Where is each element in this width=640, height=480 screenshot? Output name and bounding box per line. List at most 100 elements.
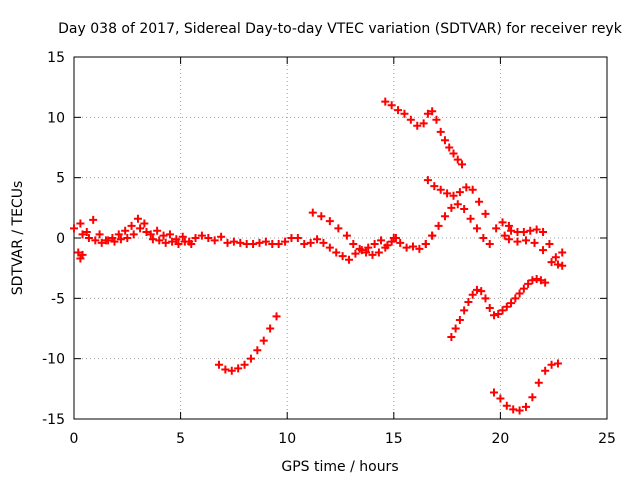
data-point <box>281 237 290 246</box>
x-tick-label: 0 <box>70 431 79 447</box>
data-point <box>178 232 187 241</box>
data-point <box>440 136 449 145</box>
data-point <box>89 215 98 224</box>
data-point <box>381 97 390 106</box>
x-tick-label: 20 <box>491 431 509 447</box>
series-arc-11-13 <box>308 208 400 259</box>
series-arc-neg-17-21 <box>447 275 550 341</box>
data-point <box>133 214 142 223</box>
data-point <box>455 316 464 325</box>
y-tick-label: -15 <box>42 412 65 428</box>
data-point <box>140 219 149 228</box>
data-point <box>402 243 411 252</box>
data-point <box>423 176 432 185</box>
data-point <box>334 224 343 233</box>
data-point <box>449 191 458 200</box>
data-point <box>261 237 270 246</box>
data-point <box>490 311 499 320</box>
data-point <box>451 324 460 333</box>
data-point <box>394 106 403 115</box>
data-point <box>76 219 85 228</box>
data-point <box>187 240 196 249</box>
data-point <box>259 336 268 345</box>
y-axis-label: SDTVAR / TECUs <box>10 181 26 296</box>
data-point <box>349 240 358 249</box>
data-point <box>462 183 471 192</box>
data-point <box>249 240 258 249</box>
data-point <box>453 200 462 209</box>
data-point <box>519 284 528 293</box>
data-point <box>528 276 537 285</box>
series-arc-top-14-18 <box>381 97 467 169</box>
data-point <box>129 230 138 239</box>
data-point <box>464 297 473 306</box>
data-point <box>197 231 206 240</box>
data-point <box>421 240 430 249</box>
data-point <box>447 332 456 341</box>
data-point <box>539 227 548 236</box>
data-point <box>136 224 145 233</box>
data-point <box>74 248 83 257</box>
data-point <box>121 226 130 235</box>
data-point <box>541 278 550 287</box>
data-point <box>180 237 189 246</box>
data-point <box>507 226 516 235</box>
data-point <box>165 230 174 239</box>
data-point <box>481 209 490 218</box>
data-point <box>368 250 377 259</box>
series-left-dip <box>74 248 87 263</box>
data-point <box>481 294 490 303</box>
data-point <box>70 224 78 233</box>
data-point <box>532 275 541 284</box>
x-tick-label: 5 <box>176 431 185 447</box>
data-point <box>453 155 462 164</box>
data-point <box>362 248 371 257</box>
data-point <box>97 238 106 247</box>
data-point <box>432 115 441 124</box>
data-point <box>551 253 560 262</box>
data-point <box>172 235 181 244</box>
y-tick-label: -10 <box>42 352 65 368</box>
data-point <box>123 234 132 242</box>
data-point <box>161 238 170 247</box>
data-point <box>498 306 507 315</box>
data-point <box>521 236 530 245</box>
data-point <box>428 107 437 116</box>
data-point <box>449 149 458 158</box>
y-tick-label: 15 <box>47 50 65 66</box>
data-point <box>82 227 91 236</box>
data-point <box>530 238 539 247</box>
data-point <box>370 240 379 249</box>
data-point <box>436 185 445 194</box>
tick-labels: 0 5 10 15 20 25 -15 -10 -5 0 5 10 15 <box>42 50 616 447</box>
data-point <box>355 244 364 253</box>
chart-title: Day 038 of 2017, Sidereal Day-to-day VTE… <box>58 21 623 37</box>
data-point <box>490 388 499 397</box>
data-point <box>447 203 456 212</box>
data-point <box>492 224 501 233</box>
y-tick-label: 5 <box>56 171 65 187</box>
data-point <box>430 182 439 191</box>
data-point <box>545 240 554 249</box>
data-point <box>127 221 136 230</box>
data-point <box>342 231 351 240</box>
data-point <box>553 260 562 269</box>
x-axis-label: GPS time / hours <box>281 459 398 475</box>
data-point <box>428 231 437 240</box>
data-point <box>458 160 467 169</box>
data-point <box>381 243 390 252</box>
data-point <box>306 238 315 247</box>
data-point <box>443 189 452 198</box>
data-point <box>84 234 93 242</box>
data-point <box>313 235 322 244</box>
data-point <box>436 127 445 136</box>
data-point <box>440 212 449 221</box>
data-point <box>502 302 511 311</box>
data-point <box>214 360 223 369</box>
data-point <box>293 234 302 242</box>
data-point <box>210 236 219 245</box>
data-point <box>455 188 464 197</box>
data-point <box>78 230 87 239</box>
data-point <box>253 346 262 355</box>
